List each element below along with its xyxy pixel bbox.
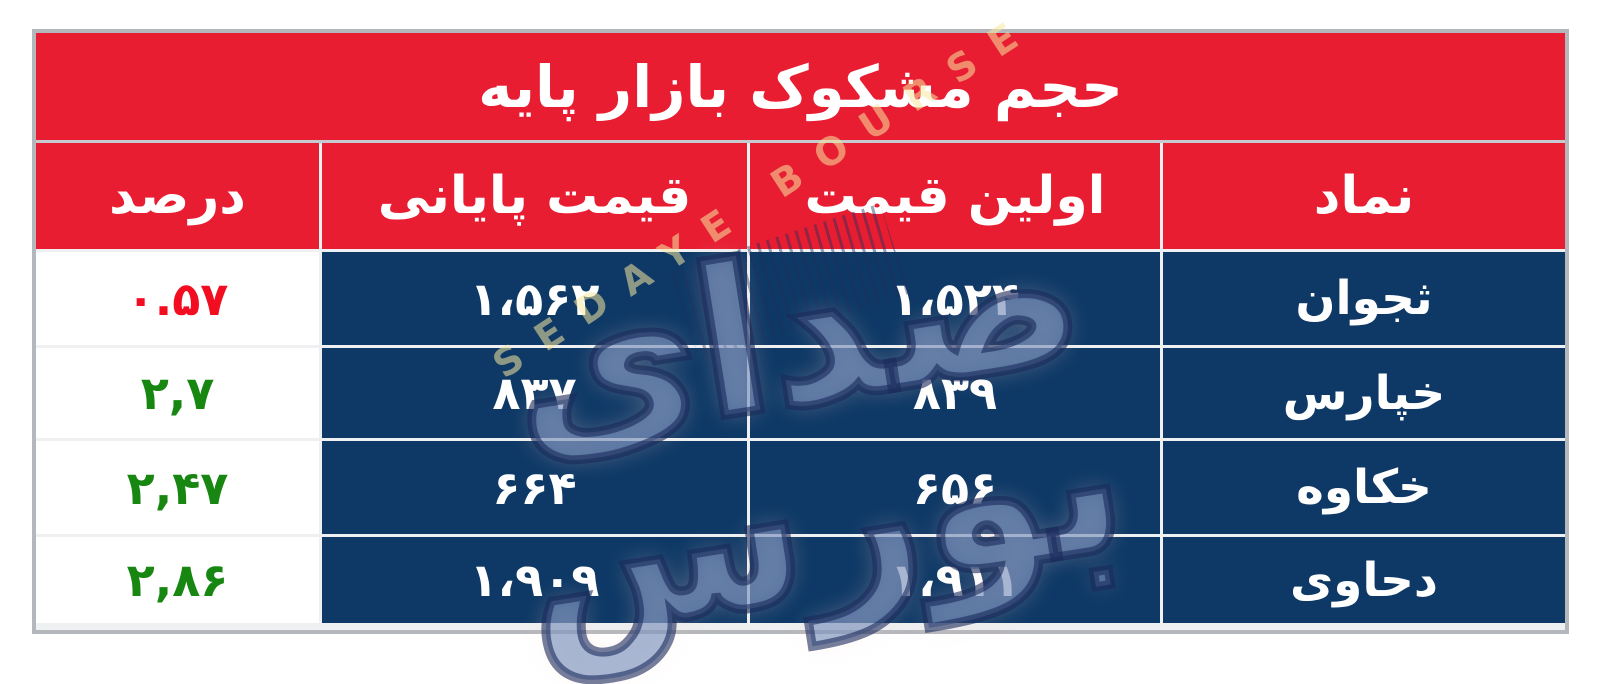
table-grid: درصد قیمت پایانی اولین قیمت نماد ۰.۵۷ ۱،… <box>36 143 1565 623</box>
closing-price-value: ۶۶۴ <box>322 441 747 534</box>
percent-value: ۲,۴۷ <box>36 441 319 534</box>
suspicious-volume-table: حجم مشکوک بازار پایه درصد قیمت پایانی او… <box>32 29 1569 634</box>
first-price-value: ۱،۵۲۴ <box>750 252 1160 345</box>
percent-value: ۲,۷ <box>36 348 319 438</box>
column-header-symbol: نماد <box>1163 143 1565 249</box>
column-header-first-price: اولین قیمت <box>750 143 1160 249</box>
symbol-name: دحاوی <box>1163 537 1565 623</box>
symbol-name: ثجوان <box>1163 252 1565 345</box>
column-header-percent: درصد <box>36 143 319 249</box>
first-price-value: ۶۵۶ <box>750 441 1160 534</box>
symbol-name: خکاوه <box>1163 441 1565 534</box>
closing-price-value: ۸۳۷ <box>322 348 747 438</box>
first-price-value: ۱،۹۱۱ <box>750 537 1160 623</box>
table-title: حجم مشکوک بازار پایه <box>36 33 1565 143</box>
closing-price-value: ۱،۹۰۹ <box>322 537 747 623</box>
closing-price-value: ۱،۵۶۲ <box>322 252 747 345</box>
percent-value: ۰.۵۷ <box>36 252 319 345</box>
column-header-closing-price: قیمت پایانی <box>322 143 747 249</box>
percent-value: ۲,۸۶ <box>36 537 319 623</box>
first-price-value: ۸۳۹ <box>750 348 1160 438</box>
symbol-name: خپارس <box>1163 348 1565 438</box>
